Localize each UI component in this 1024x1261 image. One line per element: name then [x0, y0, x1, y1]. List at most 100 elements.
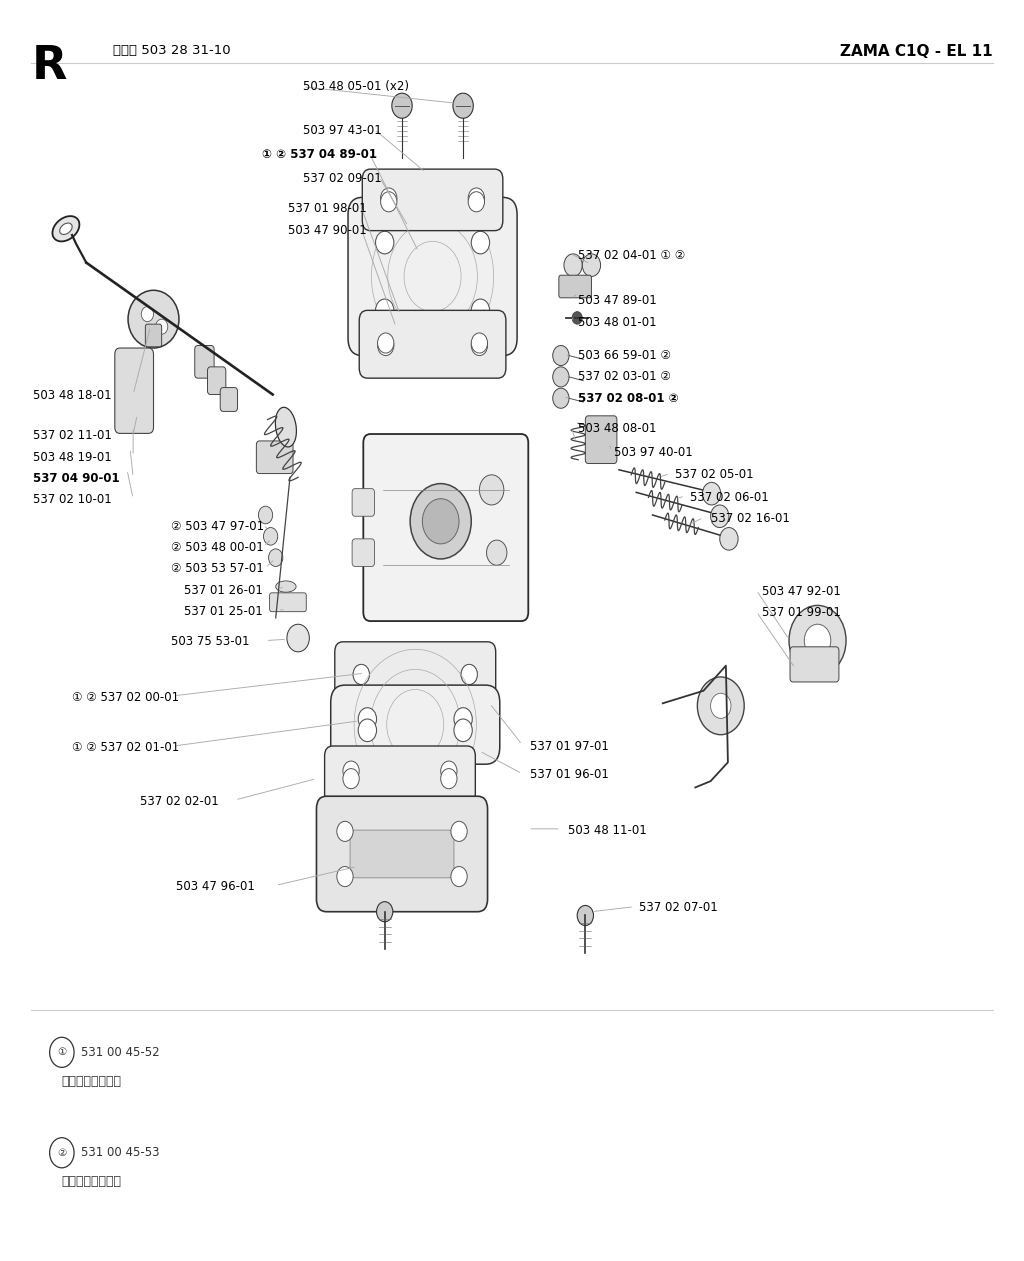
Circle shape [711, 694, 731, 719]
Circle shape [720, 527, 738, 550]
Circle shape [572, 311, 583, 324]
Text: 537 01 96-01: 537 01 96-01 [530, 768, 609, 782]
Circle shape [381, 192, 397, 212]
FancyBboxPatch shape [586, 416, 616, 464]
Circle shape [49, 1038, 74, 1067]
Circle shape [258, 506, 272, 523]
FancyBboxPatch shape [208, 367, 226, 395]
Circle shape [479, 475, 504, 504]
Circle shape [471, 333, 487, 353]
FancyBboxPatch shape [350, 830, 454, 878]
Circle shape [440, 762, 457, 781]
FancyBboxPatch shape [362, 169, 503, 231]
Text: ①: ① [57, 1048, 67, 1057]
Text: ガスケットセット: ガスケットセット [61, 1074, 122, 1088]
Circle shape [468, 192, 484, 212]
FancyBboxPatch shape [325, 747, 475, 803]
FancyBboxPatch shape [331, 685, 500, 764]
Text: ① ② 537 04 89-01: ① ② 537 04 89-01 [262, 149, 378, 161]
Text: ① ② 537 02 00-01: ① ② 537 02 00-01 [72, 691, 179, 704]
Text: 503 48 01-01: 503 48 01-01 [579, 317, 656, 329]
Circle shape [553, 367, 569, 387]
Circle shape [564, 253, 583, 276]
Text: 503 47 90-01: 503 47 90-01 [288, 223, 367, 237]
Text: 537 02 08-01 ②: 537 02 08-01 ② [579, 392, 679, 405]
Circle shape [353, 665, 370, 685]
Text: 503 48 08-01: 503 48 08-01 [579, 422, 656, 435]
Text: ② 503 47 97-01: ② 503 47 97-01 [171, 520, 264, 533]
Circle shape [156, 319, 168, 334]
Text: 503 47 92-01: 503 47 92-01 [762, 585, 841, 598]
Ellipse shape [275, 581, 296, 593]
Text: ② 503 53 57-01: ② 503 53 57-01 [171, 562, 263, 575]
Circle shape [337, 821, 353, 841]
Text: 537 02 04-01 ① ②: 537 02 04-01 ① ② [579, 248, 685, 261]
Text: 537 02 06-01: 537 02 06-01 [690, 491, 769, 504]
Text: 537 01 26-01: 537 01 26-01 [184, 584, 263, 596]
Circle shape [287, 624, 309, 652]
FancyBboxPatch shape [145, 324, 162, 347]
Circle shape [454, 719, 472, 741]
Circle shape [263, 527, 278, 545]
Text: 537 02 02-01: 537 02 02-01 [140, 794, 219, 808]
Circle shape [49, 1137, 74, 1168]
Circle shape [337, 866, 353, 886]
Circle shape [392, 93, 413, 119]
Ellipse shape [59, 223, 72, 235]
Ellipse shape [275, 407, 296, 446]
Circle shape [486, 540, 507, 565]
Circle shape [471, 335, 487, 356]
Circle shape [411, 484, 471, 559]
Circle shape [583, 253, 601, 276]
Text: 537 02 07-01: 537 02 07-01 [639, 902, 718, 914]
Text: 537 02 03-01 ②: 537 02 03-01 ② [579, 371, 671, 383]
FancyBboxPatch shape [364, 434, 528, 622]
Circle shape [376, 231, 394, 253]
FancyBboxPatch shape [195, 346, 214, 378]
Circle shape [461, 665, 477, 685]
Text: ②: ② [57, 1148, 67, 1158]
FancyBboxPatch shape [791, 647, 839, 682]
FancyBboxPatch shape [559, 275, 592, 298]
FancyBboxPatch shape [115, 348, 154, 434]
Text: ガスケットセット: ガスケットセット [61, 1175, 122, 1188]
FancyBboxPatch shape [335, 642, 496, 707]
FancyBboxPatch shape [352, 488, 375, 516]
Text: 503 75 53-01: 503 75 53-01 [171, 636, 249, 648]
Text: 503 48 05-01 (x2): 503 48 05-01 (x2) [303, 81, 410, 93]
Text: 537 04 90-01: 537 04 90-01 [34, 472, 120, 485]
Text: ① ② 537 02 01-01: ① ② 537 02 01-01 [72, 740, 179, 754]
Text: 531 00 45-53: 531 00 45-53 [81, 1146, 160, 1159]
Ellipse shape [52, 216, 80, 241]
Text: 503 97 40-01: 503 97 40-01 [613, 445, 692, 459]
Text: 537 01 99-01: 537 01 99-01 [762, 607, 841, 619]
FancyBboxPatch shape [359, 310, 506, 378]
FancyBboxPatch shape [352, 538, 375, 566]
Circle shape [461, 665, 477, 685]
Circle shape [381, 188, 397, 208]
Circle shape [468, 188, 484, 208]
Circle shape [358, 707, 377, 730]
Circle shape [553, 388, 569, 409]
Text: 503 66 59-01 ②: 503 66 59-01 ② [579, 349, 671, 362]
Circle shape [697, 677, 744, 735]
Ellipse shape [128, 290, 179, 348]
Text: 一体型 503 28 31-10: 一体型 503 28 31-10 [113, 44, 230, 57]
FancyBboxPatch shape [256, 441, 293, 474]
Text: 537 01 98-01: 537 01 98-01 [288, 202, 367, 216]
Circle shape [451, 821, 467, 841]
Text: R: R [32, 44, 67, 90]
Text: 503 48 18-01: 503 48 18-01 [34, 390, 112, 402]
Circle shape [377, 902, 393, 922]
Circle shape [343, 769, 359, 788]
Circle shape [440, 769, 457, 788]
Circle shape [343, 762, 359, 781]
Text: 503 47 96-01: 503 47 96-01 [176, 880, 255, 893]
Text: 537 02 11-01: 537 02 11-01 [34, 430, 113, 443]
Circle shape [578, 905, 594, 926]
Text: 537 02 05-01: 537 02 05-01 [675, 468, 754, 482]
Text: 537 02 09-01: 537 02 09-01 [303, 171, 382, 185]
Circle shape [804, 624, 830, 657]
Text: ZAMA C1Q - EL 11: ZAMA C1Q - EL 11 [840, 44, 992, 59]
Text: 503 48 19-01: 503 48 19-01 [34, 450, 112, 464]
